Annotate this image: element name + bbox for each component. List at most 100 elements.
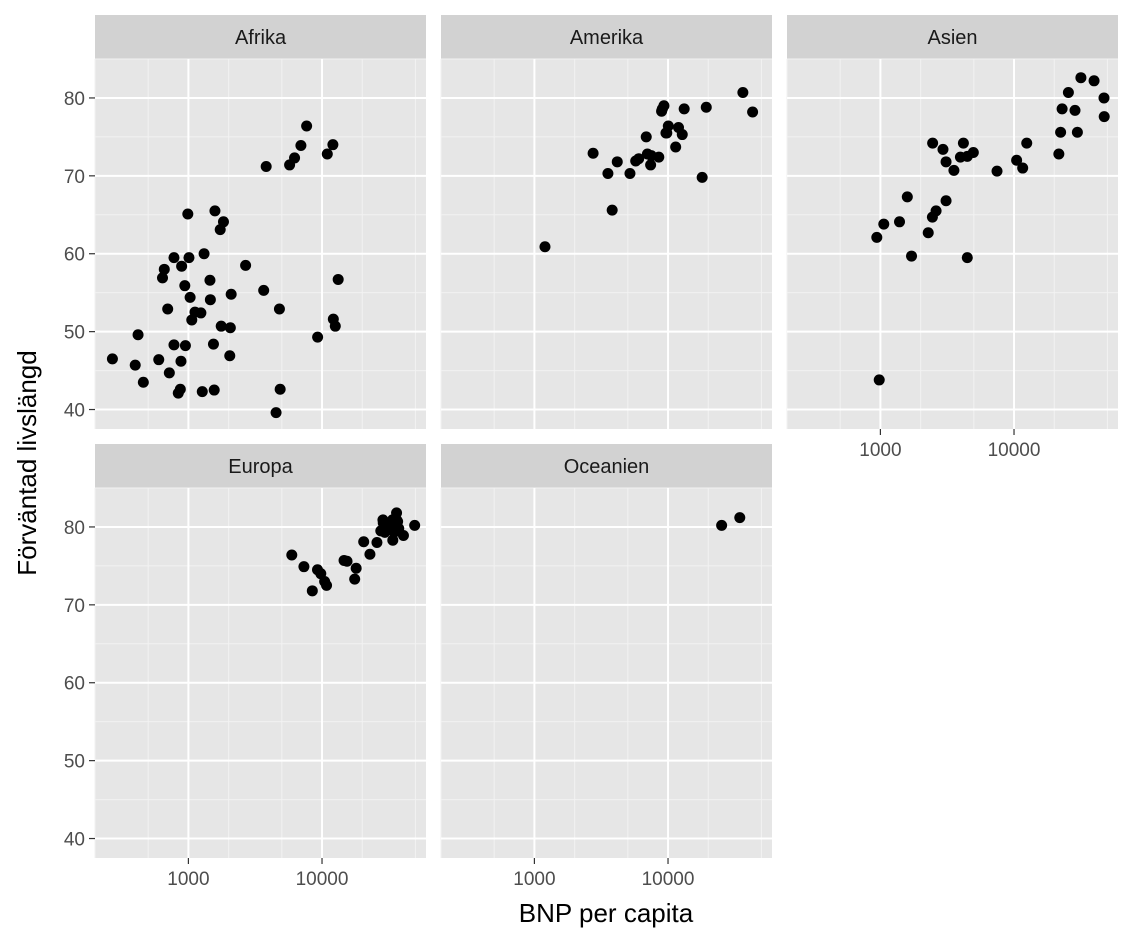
data-point <box>332 273 344 285</box>
data-point <box>633 153 645 165</box>
data-point <box>129 359 141 371</box>
data-point <box>195 307 207 319</box>
x-tick-label: 1000 <box>859 440 901 461</box>
facet-strip <box>787 15 1118 59</box>
data-point <box>940 195 952 207</box>
data-point <box>1088 75 1100 87</box>
facet-strip-label: Oceanien <box>564 456 650 478</box>
data-point <box>329 320 341 332</box>
data-point <box>196 386 208 398</box>
data-point <box>298 561 310 573</box>
data-point <box>341 555 353 567</box>
data-point <box>184 291 196 303</box>
data-point <box>183 252 195 264</box>
data-point <box>168 339 180 351</box>
facet-strip <box>95 444 426 488</box>
panel-background <box>441 59 772 429</box>
facet-afrika: Afrika 40 50 60 70 80 <box>64 15 426 429</box>
data-point <box>175 355 187 367</box>
data-point <box>258 284 270 296</box>
data-point <box>734 512 746 524</box>
data-point <box>286 549 298 561</box>
data-point <box>539 241 551 253</box>
facet-oceanien: Oceanien 1000 10000 <box>440 444 772 890</box>
data-point <box>662 120 674 132</box>
facet-strip-label: Asien <box>927 27 977 49</box>
data-point <box>364 548 376 560</box>
y-tick-label: 80 <box>64 89 85 110</box>
x-tick-label: 1000 <box>513 869 555 890</box>
data-point <box>153 354 165 366</box>
data-point <box>349 573 361 585</box>
data-point <box>156 272 168 284</box>
facet-strip <box>441 15 772 59</box>
data-point <box>678 103 690 115</box>
data-point <box>209 205 221 217</box>
x-axis-title: BNP per capita <box>519 898 694 928</box>
data-point <box>670 141 682 153</box>
data-point <box>350 562 362 574</box>
data-point <box>409 519 421 531</box>
data-point <box>321 579 333 591</box>
data-point <box>301 120 313 132</box>
y-tick-label: 80 <box>64 518 85 539</box>
y-tick-label: 70 <box>64 596 85 617</box>
data-point <box>1017 162 1029 174</box>
data-point <box>1075 72 1087 84</box>
data-point <box>225 288 237 300</box>
data-point <box>273 303 285 315</box>
data-point <box>871 231 883 243</box>
data-point <box>906 250 918 262</box>
data-point <box>624 168 636 180</box>
data-point <box>922 227 934 239</box>
data-point <box>653 151 665 163</box>
data-point <box>163 367 175 379</box>
data-point <box>640 131 652 143</box>
data-point <box>737 86 749 98</box>
facet-asien: Asien 1000 10000 <box>786 15 1118 461</box>
data-point <box>289 152 301 164</box>
data-point <box>224 350 236 362</box>
x-tick-label: 1000 <box>167 869 209 890</box>
data-point <box>198 248 210 260</box>
facet-europa: Europa 40 50 60 70 80 1000 10000 <box>64 444 426 890</box>
data-point <box>260 160 272 172</box>
data-point <box>208 384 220 396</box>
data-point <box>1021 137 1033 149</box>
y-tick-label: 60 <box>64 674 85 695</box>
data-point <box>274 383 286 395</box>
facet-amerika: Amerika <box>440 15 772 429</box>
data-point <box>901 191 913 203</box>
x-tick-label: 10000 <box>642 869 695 890</box>
data-point <box>174 383 186 395</box>
data-point <box>894 216 906 228</box>
data-point <box>1069 104 1081 116</box>
data-point <box>106 353 118 365</box>
panel-background <box>787 59 1118 429</box>
data-point <box>179 280 191 292</box>
data-point <box>606 204 618 216</box>
data-point <box>645 159 657 171</box>
data-point <box>179 340 191 352</box>
data-point <box>587 147 599 159</box>
data-point <box>1056 103 1068 115</box>
data-point <box>957 137 969 149</box>
data-point <box>1098 92 1110 104</box>
y-tick-label: 50 <box>64 752 85 773</box>
data-point <box>948 164 960 176</box>
data-point <box>387 534 399 546</box>
data-point <box>716 519 728 531</box>
data-point <box>930 205 942 217</box>
data-point <box>1071 126 1083 138</box>
y-tick-label: 70 <box>64 167 85 188</box>
data-point <box>358 536 370 548</box>
panel-background <box>95 59 426 429</box>
data-point <box>217 216 229 228</box>
data-point <box>207 338 219 350</box>
data-point <box>397 530 409 542</box>
data-point <box>137 376 149 388</box>
data-point <box>961 252 973 264</box>
data-point <box>1062 86 1074 98</box>
